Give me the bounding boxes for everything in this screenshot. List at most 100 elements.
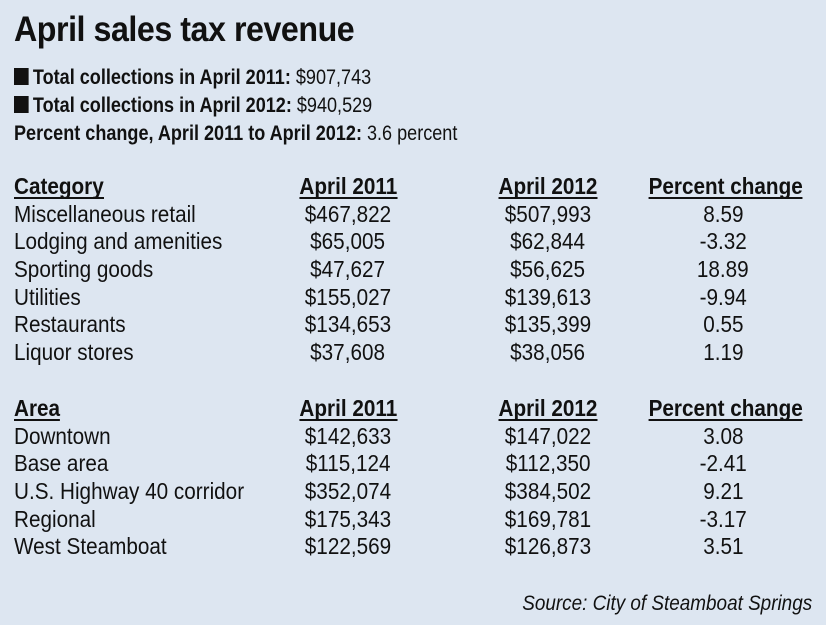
table-row: Downtown $142,633 $147,022 3.08 xyxy=(14,423,814,451)
table-cell: Utilities xyxy=(14,284,88,312)
table-cell-value: $384,502 xyxy=(504,478,592,505)
table-cell: Liquor stores xyxy=(14,339,147,367)
table-cell: 1.19 xyxy=(640,339,806,367)
table-cell-value: $467,822 xyxy=(304,200,392,227)
table-cell: $384,502 xyxy=(468,478,628,506)
table-cell: $139,613 xyxy=(468,284,628,312)
table-cell-value: -9.94 xyxy=(699,283,747,310)
table-cell-value: -3.32 xyxy=(699,228,747,255)
summary-percent-change-label: Percent change, April 2011 to April 2012… xyxy=(14,122,362,145)
table-cell-value: $139,613 xyxy=(504,283,592,310)
column-header: Percent change xyxy=(640,395,806,423)
table-cell-value: West Steamboat xyxy=(14,533,167,560)
column-header-label: April 2011 xyxy=(299,173,397,199)
table-cell-value: $38,056 xyxy=(510,339,586,366)
table-cell-value: Utilities xyxy=(14,283,81,310)
area-table: Area April 2011 April 2012 Percent change Do… xyxy=(14,395,814,561)
table-cell-value: $507,993 xyxy=(504,200,592,227)
table-cell: Regional xyxy=(14,506,105,534)
table-cell-value: 0.55 xyxy=(702,311,744,338)
table-cell-value: $62,844 xyxy=(510,228,586,255)
table-cell-value: Sporting goods xyxy=(14,256,154,283)
summary-total-2012-value: $940,529 xyxy=(296,94,373,117)
column-header-label: Percent change xyxy=(648,173,803,199)
table-cell: $147,022 xyxy=(468,423,628,451)
table-cell: $112,350 xyxy=(468,450,628,478)
summary-block: Total collections in April 2011: $907,74… xyxy=(14,64,457,148)
table-row: Regional $175,343 $169,781 -3.17 xyxy=(14,506,814,534)
table-cell-value: $126,873 xyxy=(504,533,592,560)
column-header-label: April 2012 xyxy=(498,173,598,199)
table-cell-value: $169,781 xyxy=(504,505,592,532)
table-cell-value: -3.17 xyxy=(699,505,747,532)
square-bullet-icon xyxy=(14,68,29,85)
source-note: Source: City of Steamboat Springs xyxy=(522,592,812,615)
table-cell: $134,653 xyxy=(268,311,428,339)
table-cell-value: $56,625 xyxy=(510,256,586,283)
table-cell: $37,608 xyxy=(268,339,428,367)
table-row: Utilities $155,027 $139,613 -9.94 xyxy=(14,284,814,312)
table-cell-value: $147,022 xyxy=(504,422,592,449)
table-row: Miscellaneous retail $467,822 $507,993 8.59 xyxy=(14,201,814,229)
table-cell-value: $134,653 xyxy=(304,311,392,338)
table-cell-value: 18.89 xyxy=(697,256,749,283)
table-cell: 9.21 xyxy=(640,478,806,506)
table-cell: -9.94 xyxy=(640,284,806,312)
summary-total-2012-label: Total collections in April 2012: xyxy=(32,94,292,117)
table-row: Lodging and amenities $65,005 $62,844 -3.32 xyxy=(14,228,814,256)
summary-percent-change-value: 3.6 percent xyxy=(366,122,458,145)
table-cell: $142,633 xyxy=(268,423,428,451)
table-cell: Sporting goods xyxy=(14,256,169,284)
table-cell: Restaurants xyxy=(14,311,138,339)
table-cell: -3.32 xyxy=(640,228,806,256)
summary-total-2011: Total collections in April 2011: $907,74… xyxy=(14,64,457,92)
summary-total-2011-label: Total collections in April 2011: xyxy=(32,66,291,89)
table-cell: 3.08 xyxy=(640,423,806,451)
table-cell: -3.17 xyxy=(640,506,806,534)
table-cell-value: Liquor stores xyxy=(14,339,134,366)
table-cell: $507,993 xyxy=(468,201,628,229)
square-bullet-icon xyxy=(14,96,29,113)
table-cell-value: $47,627 xyxy=(310,256,386,283)
summary-total-2011-value: $907,743 xyxy=(295,66,372,89)
table-cell-value: Miscellaneous retail xyxy=(14,200,196,227)
column-header-label: Area xyxy=(14,395,61,421)
summary-percent-change: Percent change, April 2011 to April 2012… xyxy=(14,120,457,148)
table-cell-value: Restaurants xyxy=(14,311,126,338)
table-cell-value: Regional xyxy=(14,505,96,532)
table-cell-value: 3.51 xyxy=(702,533,744,560)
table-cell-value: $37,608 xyxy=(310,339,386,366)
table-cell: 8.59 xyxy=(640,201,806,229)
table-cell: $47,627 xyxy=(268,256,428,284)
table-cell: $175,343 xyxy=(268,506,428,534)
column-header: Percent change xyxy=(640,173,806,201)
column-header: Category xyxy=(14,173,114,201)
table-cell: 0.55 xyxy=(640,311,806,339)
column-header: April 2012 xyxy=(468,173,628,201)
table-cell-value: -2.41 xyxy=(699,450,747,477)
table-cell: $115,124 xyxy=(268,450,428,478)
table-cell-value: 3.08 xyxy=(702,422,744,449)
table-row: West Steamboat $122,569 $126,873 3.51 xyxy=(14,533,814,561)
table-cell: $467,822 xyxy=(268,201,428,229)
table-cell: $169,781 xyxy=(468,506,628,534)
table-cell-value: Downtown xyxy=(14,422,111,449)
column-header-label: April 2012 xyxy=(498,395,598,421)
table-row: Base area $115,124 $112,350 -2.41 xyxy=(14,450,814,478)
table-header-row: Category April 2011 April 2012 Percent chan… xyxy=(14,173,814,201)
table-cell: Downtown xyxy=(14,423,121,451)
table-cell: West Steamboat xyxy=(14,533,184,561)
table-cell-value: 8.59 xyxy=(702,200,744,227)
table-row: Liquor stores $37,608 $38,056 1.19 xyxy=(14,339,814,367)
table-cell: $62,844 xyxy=(468,228,628,256)
table-cell-value: 9.21 xyxy=(702,478,744,505)
table-cell-value: Base area xyxy=(14,450,109,477)
table-cell: $38,056 xyxy=(468,339,628,367)
table-cell-value: $65,005 xyxy=(310,228,386,255)
table-cell: -2.41 xyxy=(640,450,806,478)
table-cell: $65,005 xyxy=(268,228,428,256)
table-cell-value: $122,569 xyxy=(304,533,392,560)
chart-title: April sales tax revenue xyxy=(14,10,355,49)
table-cell: $56,625 xyxy=(468,256,628,284)
table-cell-value: $142,633 xyxy=(304,422,392,449)
